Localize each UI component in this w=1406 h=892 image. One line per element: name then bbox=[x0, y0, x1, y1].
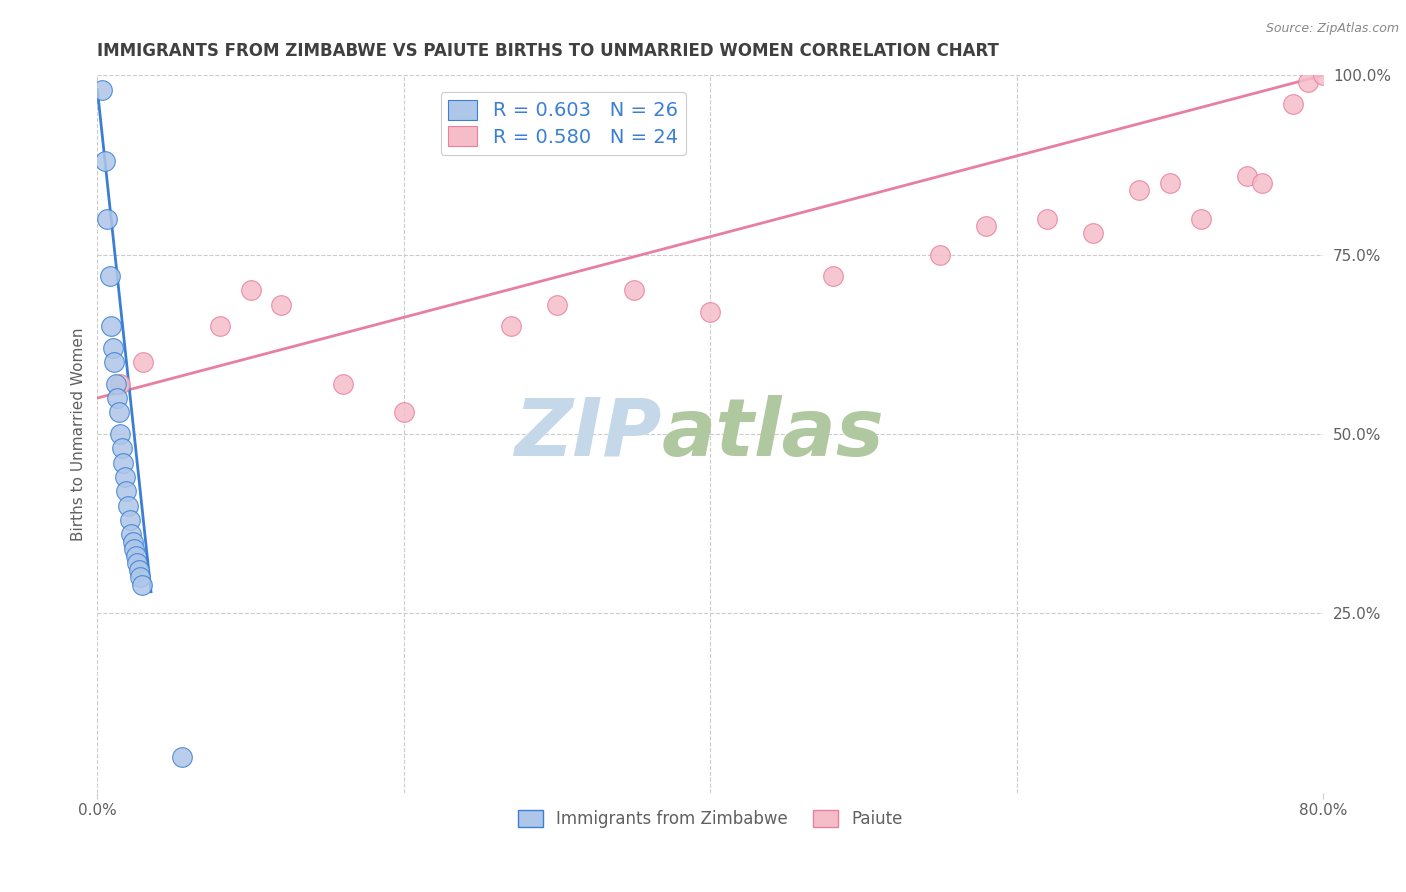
Point bbox=[1083, 226, 1105, 240]
Point bbox=[94, 154, 117, 169]
Point bbox=[117, 499, 139, 513]
Point bbox=[821, 269, 844, 284]
Point bbox=[1036, 211, 1059, 226]
Point bbox=[208, 319, 231, 334]
Point bbox=[1128, 183, 1150, 197]
Text: atlas: atlas bbox=[661, 395, 884, 473]
Point bbox=[170, 749, 193, 764]
Point bbox=[115, 484, 138, 499]
Point bbox=[1281, 96, 1303, 111]
Point bbox=[129, 570, 152, 584]
Point bbox=[110, 376, 132, 391]
Point bbox=[501, 319, 523, 334]
Point bbox=[929, 247, 952, 261]
Point bbox=[699, 305, 721, 319]
Point bbox=[128, 563, 150, 577]
Text: Source: ZipAtlas.com: Source: ZipAtlas.com bbox=[1265, 22, 1399, 36]
Point bbox=[122, 541, 145, 556]
Point bbox=[118, 513, 141, 527]
Point bbox=[91, 82, 114, 96]
Point bbox=[1159, 176, 1181, 190]
Point bbox=[1189, 211, 1212, 226]
Point bbox=[104, 376, 127, 391]
Point bbox=[1236, 169, 1258, 183]
Point bbox=[105, 391, 128, 405]
Point bbox=[111, 442, 134, 456]
Point bbox=[623, 284, 645, 298]
Text: ZIP: ZIP bbox=[515, 395, 661, 473]
Point bbox=[100, 319, 122, 334]
Point bbox=[974, 219, 997, 233]
Y-axis label: Births to Unmarried Women: Births to Unmarried Women bbox=[72, 327, 86, 541]
Point bbox=[112, 456, 135, 470]
Point bbox=[103, 355, 125, 369]
Point bbox=[96, 211, 118, 226]
Point bbox=[270, 298, 292, 312]
Point bbox=[114, 470, 136, 484]
Point bbox=[1251, 176, 1274, 190]
Point bbox=[107, 405, 129, 419]
Point bbox=[1312, 68, 1334, 82]
Point bbox=[332, 376, 354, 391]
Text: IMMIGRANTS FROM ZIMBABWE VS PAIUTE BIRTHS TO UNMARRIED WOMEN CORRELATION CHART: IMMIGRANTS FROM ZIMBABWE VS PAIUTE BIRTH… bbox=[97, 42, 1000, 60]
Point bbox=[1296, 75, 1319, 89]
Point bbox=[98, 269, 121, 284]
Point bbox=[110, 426, 132, 441]
Point bbox=[127, 556, 149, 570]
Point bbox=[121, 534, 143, 549]
Legend: Immigrants from Zimbabwe, Paiute: Immigrants from Zimbabwe, Paiute bbox=[512, 803, 910, 835]
Point bbox=[392, 405, 415, 419]
Point bbox=[131, 577, 153, 591]
Point bbox=[546, 298, 568, 312]
Point bbox=[124, 549, 146, 563]
Point bbox=[239, 284, 262, 298]
Point bbox=[132, 355, 155, 369]
Point bbox=[120, 527, 142, 541]
Point bbox=[101, 341, 124, 355]
